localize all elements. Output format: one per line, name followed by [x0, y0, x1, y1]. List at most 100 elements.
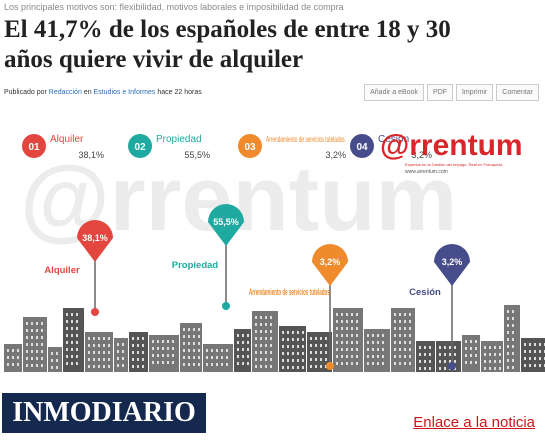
window: [449, 353, 451, 356]
window: [320, 337, 322, 340]
window: [336, 341, 338, 344]
byline: Publicado por Redacción en Estudios e In…: [4, 89, 202, 96]
window: [56, 352, 58, 355]
pin-head: [312, 244, 348, 286]
window: [372, 355, 374, 358]
window: [310, 337, 312, 340]
window: [377, 355, 379, 358]
window: [507, 338, 509, 341]
window: [524, 343, 526, 346]
number: 01: [28, 142, 40, 153]
window: [315, 344, 317, 347]
news-link[interactable]: Enlace a la noticia: [413, 414, 535, 431]
window: [71, 320, 73, 323]
window: [310, 351, 312, 354]
item-value: 38,1%: [78, 150, 104, 160]
window: [356, 320, 358, 323]
window: [157, 361, 159, 364]
item-value: 55,5%: [184, 150, 210, 160]
window: [17, 356, 19, 359]
window: [137, 344, 139, 347]
window: [26, 322, 28, 325]
window: [88, 344, 90, 347]
window: [167, 354, 169, 357]
window: [302, 345, 304, 348]
window: [399, 327, 401, 330]
window: [66, 320, 68, 323]
window: [51, 352, 53, 355]
window: [341, 327, 343, 330]
window: [529, 357, 531, 360]
window: [132, 358, 134, 361]
window: [297, 338, 299, 341]
number-badge: [238, 134, 262, 158]
window: [71, 355, 73, 358]
window: [424, 346, 426, 349]
pin-value: 38,1%: [82, 233, 108, 243]
window: [117, 343, 119, 346]
window: [188, 328, 190, 331]
window: [108, 365, 110, 368]
item-name: Alquiler: [50, 134, 84, 145]
window: [382, 362, 384, 365]
window: [26, 350, 28, 353]
window: [429, 353, 431, 356]
window: [336, 334, 338, 337]
window: [282, 352, 284, 355]
action-button[interactable]: PDF: [426, 84, 453, 101]
window: [137, 351, 139, 354]
window: [31, 336, 33, 339]
action-button[interactable]: Comentar: [496, 84, 539, 101]
window: [351, 334, 353, 337]
window: [320, 351, 322, 354]
window: [320, 365, 322, 368]
window: [162, 347, 164, 350]
pin-value: 55,5%: [213, 217, 239, 227]
window: [36, 357, 38, 360]
window: [247, 355, 249, 358]
window: [449, 360, 451, 363]
action-button[interactable]: Imprimir: [455, 84, 494, 101]
window: [507, 331, 509, 334]
author-link[interactable]: Redacción: [48, 89, 82, 96]
building: [180, 323, 202, 372]
window: [489, 367, 491, 370]
window: [315, 351, 317, 354]
window: [76, 341, 78, 344]
window: [394, 320, 396, 323]
window: [484, 353, 486, 356]
section-link[interactable]: Estudios e Informes: [93, 89, 156, 96]
window: [367, 355, 369, 358]
window: [346, 327, 348, 330]
window: [260, 323, 262, 326]
window: [98, 337, 100, 340]
building: [252, 311, 278, 372]
window: [260, 330, 262, 333]
window: [270, 316, 272, 319]
window: [356, 341, 358, 344]
window: [226, 356, 228, 359]
action-button[interactable]: Añadir a eBook: [364, 84, 424, 101]
window: [399, 334, 401, 337]
window: [66, 348, 68, 351]
window: [265, 351, 267, 354]
window: [206, 363, 208, 366]
window: [36, 329, 38, 332]
window: [26, 364, 28, 367]
window: [512, 359, 514, 362]
window: [88, 358, 90, 361]
window: [152, 354, 154, 357]
window: [529, 350, 531, 353]
window: [51, 359, 53, 362]
window: [88, 365, 90, 368]
window: [512, 324, 514, 327]
window: [103, 365, 105, 368]
window: [465, 361, 467, 364]
window: [188, 349, 190, 352]
window: [26, 329, 28, 332]
window: [122, 343, 124, 346]
window: [211, 356, 213, 359]
window: [198, 349, 200, 352]
window: [41, 322, 43, 325]
window: [188, 335, 190, 338]
